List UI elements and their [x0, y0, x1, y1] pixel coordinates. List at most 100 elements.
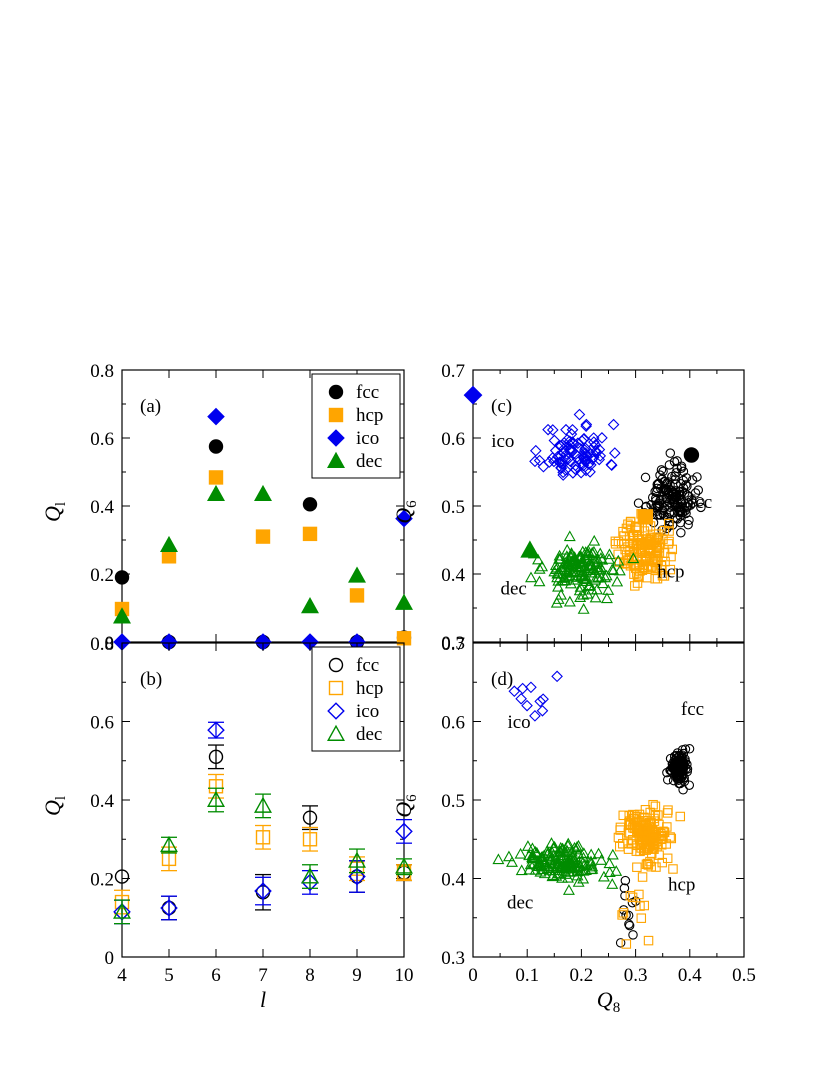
legend-ico-marker [327, 702, 345, 720]
fcc-sample-point [656, 465, 667, 475]
ico-sample-point [537, 460, 550, 473]
panel-c: 0.3 0.4 0.5 0.6 0.7 Q6 (c) ico fcc hcp dec [391, 361, 745, 654]
fcc-point [208, 439, 224, 454]
ico-sample-point [593, 443, 606, 456]
fcc-sample-point [696, 502, 706, 513]
dec-point [395, 593, 413, 610]
ico-sample-point [521, 699, 533, 712]
fcc-sample-point [677, 745, 688, 755]
y-axis-label: Ql [40, 502, 69, 522]
hcp-sample-point [644, 840, 655, 851]
dec-sample-point [606, 878, 619, 889]
dec-sample-point [571, 862, 584, 874]
ico-cluster-label: ico [507, 712, 530, 733]
hcp-sample-point [623, 844, 634, 854]
dec-sample-point [588, 573, 601, 585]
fcc-sample-point [647, 492, 658, 503]
dec-sample-point [523, 863, 536, 875]
x-tick-label: 4 [117, 965, 127, 986]
hcp-sample-point [664, 526, 674, 536]
x-tick-label: 0.5 [732, 965, 756, 986]
fcc-sample-point [672, 463, 682, 474]
hcp-sample-point [634, 572, 644, 582]
ico-sample-point [564, 455, 577, 468]
y-tick-label: 0.4 [90, 497, 114, 518]
dec-sample-point [548, 565, 561, 577]
ico-sample-point [555, 440, 567, 452]
hcp-sample-point [618, 810, 628, 821]
dec-sample-point [506, 856, 518, 867]
dec-sample-point [588, 566, 601, 578]
y-tick-label: 0.5 [441, 497, 465, 518]
hcp-sample-point [651, 862, 661, 872]
legend-fcc-label: fcc [356, 655, 379, 676]
dec-sample-point [538, 856, 551, 868]
legend-box [311, 373, 401, 479]
ico-sample-point [605, 459, 618, 472]
fcc-sample-point [684, 744, 695, 754]
x-tick-label: 0.1 [515, 965, 539, 986]
dec-point [348, 851, 366, 868]
y-tick-label: 0.6 [90, 429, 114, 450]
y-axis-label: Ql [40, 796, 69, 816]
hcp-sample-point [665, 832, 675, 842]
dec-sample-point [587, 545, 600, 557]
dec-sample-point [573, 584, 586, 596]
dec-sample-point [581, 547, 594, 559]
dec-point [113, 607, 131, 624]
dec-sample-point [548, 840, 561, 852]
legend-fcc-marker [328, 384, 344, 400]
ico-sample-point [608, 447, 621, 459]
dec-sample-point [524, 858, 537, 870]
dec-sample-point [574, 591, 587, 603]
hcp-point [302, 832, 318, 847]
hcp-sample-point [643, 935, 654, 946]
hcp-sample-point [652, 573, 663, 584]
fcc-reference-point [683, 447, 700, 463]
ico-sample-point [581, 450, 593, 462]
hcp-sample-point [610, 536, 621, 547]
hcp-sample-point [640, 823, 650, 834]
dec-sample-point [561, 543, 574, 555]
hcp-sample-point [650, 838, 660, 849]
ico-sample-point [559, 453, 572, 466]
ico-sample-point [534, 695, 547, 708]
fcc-point [114, 869, 130, 884]
hcp-sample-point [667, 544, 678, 555]
hcp-sample-point [634, 834, 645, 844]
fcc-point [302, 810, 318, 825]
dec-sample-point [606, 848, 619, 860]
hcp-sample-point [617, 910, 627, 920]
fcc-point [114, 570, 130, 585]
dec-sample-point [536, 560, 549, 572]
hcp-sample-point [613, 549, 623, 560]
y-tick-label: 0.5 [441, 791, 465, 812]
dec-sample-point [590, 558, 602, 569]
dec-sample-point [552, 867, 565, 879]
x-tick-label: 9 [352, 965, 362, 986]
hcp-sample-point [632, 578, 643, 588]
hcp-sample-point [660, 556, 670, 567]
dec-sample-point [541, 847, 554, 859]
dec-sample-point [526, 848, 539, 860]
fcc-sample-point [674, 487, 685, 497]
legend-fcc-label: fcc [356, 382, 379, 403]
ico-sample-point [529, 455, 541, 468]
dec-sample-point [579, 569, 592, 581]
x-tick-label: 5 [164, 965, 174, 986]
legend-hcp-label: hcp [356, 405, 383, 426]
legend-dec-marker [327, 451, 345, 468]
hcp-sample-point [648, 799, 658, 810]
dec-sample-point [592, 571, 605, 582]
dec-sample-point [553, 552, 566, 564]
fcc-sample-point [615, 938, 626, 948]
y-tick-label: 0.8 [90, 634, 114, 655]
x-tick-label: 6 [211, 965, 221, 986]
fcc-sample-point [679, 488, 690, 499]
y-tick-label: 0.6 [90, 713, 114, 734]
ico-sample-point [587, 451, 600, 463]
y-tick-label: 0.3 [441, 948, 465, 969]
dec-sample-point [577, 603, 590, 614]
dec-sample-point [611, 575, 624, 587]
x-axis-label: Q8 [597, 987, 620, 1016]
